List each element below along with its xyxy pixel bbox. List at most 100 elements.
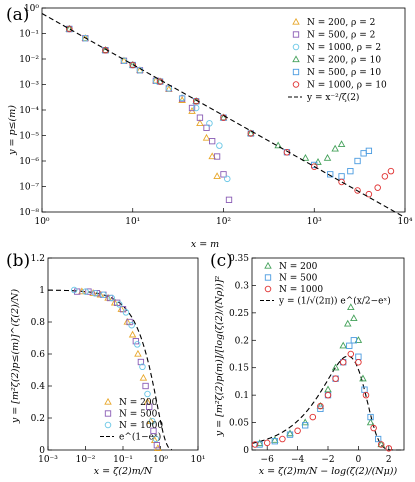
data-point: [256, 441, 263, 448]
data-point: [354, 157, 361, 165]
data-point: [192, 104, 200, 112]
data-point: [317, 402, 324, 410]
data-point: [70, 286, 78, 294]
data-point: [128, 330, 137, 338]
data-point: [134, 341, 141, 348]
data-point: [188, 104, 196, 112]
y-tick-label: 0.3: [235, 281, 250, 291]
data-point: [355, 358, 362, 366]
data-point: [196, 119, 204, 126]
data-point: [294, 427, 301, 435]
data-point: [370, 424, 377, 432]
legend-label: N = 1000: [279, 285, 323, 295]
data-point: [365, 147, 373, 155]
data-point: [279, 435, 286, 443]
data-point: [139, 373, 148, 381]
data-point: [78, 287, 86, 295]
y-tick-label: 10⁻³: [19, 81, 39, 91]
legend-label: y = (1/√(2π)) e^(x/2−eˣ): [278, 296, 391, 307]
data-point: [337, 140, 346, 147]
data-point: [165, 85, 173, 92]
y-tick-label: 0.35: [229, 254, 249, 264]
data-point: [331, 144, 339, 152]
x-tick-label: 10⁻¹: [113, 455, 133, 465]
x-tick-label: 0: [356, 455, 362, 465]
data-point: [350, 337, 357, 344]
data-point: [220, 171, 227, 178]
panel-c: (c) −6 −4 −2 0 2 0 0.05 0.1 0.15 0.2 0.25 0.3 0.35 N…: [210, 251, 405, 477]
data-point: [134, 349, 142, 357]
data-point: [263, 439, 271, 447]
data-point: [153, 442, 161, 449]
data-point: [152, 435, 160, 443]
y-tick-label: 10⁻²: [19, 55, 39, 65]
y-tick-label: 10⁻⁷: [19, 183, 39, 193]
data-point: [148, 417, 156, 425]
data-point: [120, 56, 128, 64]
x-tick-label: 10⁰: [34, 217, 49, 227]
data-point: [208, 152, 216, 160]
data-point: [139, 363, 146, 371]
y-tick-label: 10⁻⁸: [19, 208, 39, 218]
legend-label: N = 1000, ρ = 2: [307, 43, 381, 53]
panel-b-marks: [48, 286, 172, 452]
y-tick-label: 0.05: [229, 419, 249, 429]
panel-a: (a) 10⁰ 10¹ 10² 10³ 10⁴10⁰10⁻¹10⁻²10⁻³10⁻⁴10…: [6, 4, 413, 250]
data-point: [128, 60, 137, 68]
legend-label: N = 200: [279, 262, 318, 272]
y-tick-label: 0.6: [31, 350, 46, 360]
x-tick-label: 2: [386, 455, 392, 465]
data-point: [360, 150, 367, 157]
y-tick-label: 1.2: [31, 254, 45, 264]
data-point: [100, 291, 107, 299]
data-point: [116, 301, 123, 308]
legend-swatch: [292, 31, 300, 38]
data-point: [377, 441, 385, 448]
data-point: [271, 438, 278, 445]
x-tick-label: 10³: [307, 217, 322, 227]
data-point: [365, 190, 373, 198]
data-point: [332, 375, 339, 382]
data-point: [224, 175, 231, 183]
y-tick-label: 0.8: [31, 318, 46, 328]
data-point: [374, 184, 381, 191]
legend-swatch: [104, 421, 112, 429]
x-tick-label: 10¹: [125, 217, 140, 227]
legend-label: N = 200, ρ = 2: [307, 18, 375, 28]
data-point: [146, 403, 153, 410]
data-point: [196, 114, 204, 121]
panel-c-ylabel: y = [m²ζ(2)p(m)]/[log(ζ(2)/(Nρ))]²: [214, 276, 225, 438]
data-point: [350, 314, 358, 321]
data-point: [206, 120, 213, 127]
x-tick-label: −4: [291, 455, 305, 465]
data-point: [316, 401, 325, 409]
data-point: [381, 173, 389, 180]
legend-swatch: [292, 17, 300, 25]
data-point: [346, 342, 353, 349]
data-point: [213, 153, 221, 160]
data-point: [203, 124, 210, 131]
data-point: [91, 289, 99, 297]
data-point: [219, 113, 228, 121]
panel-c-xlabel: x = ζ(2)m/N − log(ζ(2)/(Nμ)): [259, 466, 398, 477]
data-point: [324, 385, 332, 393]
y-tick-label: 0: [39, 446, 45, 456]
data-point: [359, 374, 367, 382]
panel-b-label: (b): [6, 251, 30, 271]
data-point: [286, 429, 294, 437]
panel-a-label: (a): [6, 5, 29, 25]
x-tick-label: −6: [261, 455, 275, 465]
legend-swatch: [292, 55, 300, 63]
data-point: [286, 431, 294, 438]
data-point: [309, 413, 317, 421]
data-point: [314, 158, 322, 165]
y-tick-label: 0.15: [229, 364, 249, 374]
data-point: [362, 391, 370, 399]
y-tick-label: 0.2: [235, 336, 249, 346]
data-point: [387, 167, 395, 175]
panel-b: (b) 10⁻³ 10⁻² 10⁻¹ 10⁰ 10¹00.20.40.60.811.2 …: [6, 251, 206, 477]
data-point: [66, 25, 73, 33]
data-point: [251, 441, 259, 448]
